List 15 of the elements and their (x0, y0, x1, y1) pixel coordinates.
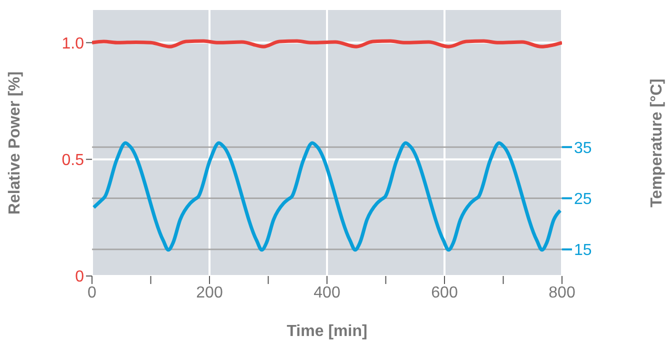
y-tick-label: 0 (75, 268, 84, 286)
x-tick-label: 0 (88, 284, 97, 302)
x-tick-label: 600 (431, 284, 458, 302)
y-tick-label: 1.0 (62, 35, 84, 52)
y-tick-label: 0.5 (62, 152, 84, 170)
y2-axis-title: Temperature [°C] (648, 78, 666, 208)
y2-tick-label: 35 (574, 140, 592, 157)
y-axis-title: Relative Power [%] (6, 71, 24, 215)
line-series (92, 141, 562, 252)
y2-tick-label: 25 (574, 190, 592, 208)
x-tick-label: 400 (314, 284, 340, 302)
x-axis-title: Time [min] (286, 323, 368, 340)
x-tick-label: 800 (548, 284, 576, 302)
x-tick-label: 200 (196, 284, 223, 302)
y2-tick-label: 15 (574, 242, 592, 260)
